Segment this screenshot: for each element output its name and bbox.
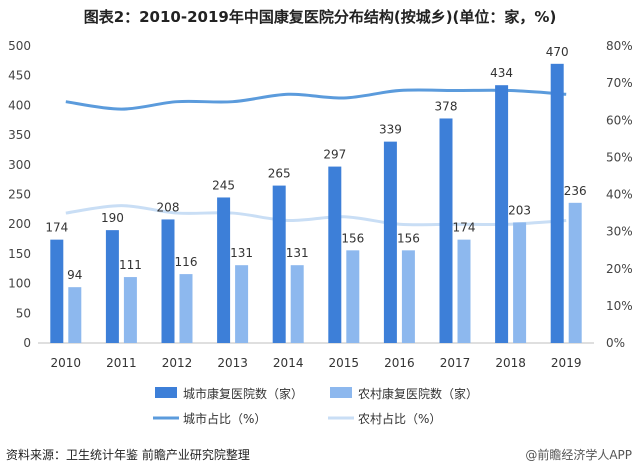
y-right-tick-label: 70%	[606, 76, 633, 90]
rural-value-label: 236	[564, 184, 587, 198]
urban-bar-2010	[50, 239, 64, 343]
rural-bar-2016	[401, 250, 415, 343]
x-tick-label: 2011	[106, 356, 137, 370]
rural-bar-2011	[123, 277, 137, 343]
legend-label: 城市康复医院数（家）	[183, 386, 303, 401]
urban-value-label: 297	[323, 148, 346, 162]
urban-bar-2014	[272, 185, 286, 343]
y-left-tick-label: 300	[8, 158, 31, 172]
urban-bar-2011	[105, 230, 119, 343]
rural-bar-2019	[568, 202, 582, 343]
x-tick-label: 2015	[329, 356, 360, 370]
urban-value-label: 208	[157, 200, 180, 214]
rural-value-label: 116	[175, 255, 198, 269]
rural-value-label: 174	[453, 221, 476, 235]
rural-bar-2010	[68, 287, 82, 343]
urban-value-label: 339	[379, 123, 402, 137]
y-right-tick-label: 80%	[606, 39, 633, 53]
legend-label: 城市占比（%）	[183, 411, 266, 426]
y-left-tick-label: 450	[8, 69, 31, 83]
watermark: @前瞻经济学人APP	[525, 448, 632, 462]
x-tick-label: 2010	[51, 356, 82, 370]
urban-value-label: 265	[268, 167, 291, 181]
urban-bar-2017	[439, 118, 453, 343]
y-right-tick-label: 40%	[606, 188, 633, 202]
urban-value-label: 190	[101, 211, 124, 225]
y-right-tick-label: 30%	[606, 225, 633, 239]
rural-bar-2012	[179, 274, 193, 343]
urban-value-label: 174	[45, 221, 68, 235]
urban-value-label: 470	[546, 45, 569, 59]
x-tick-label: 2017	[440, 356, 471, 370]
rural-bar-2017	[457, 239, 471, 343]
urban-bar-2016	[383, 141, 397, 343]
urban-bar-2018	[495, 85, 509, 343]
y-right-tick-label: 60%	[606, 113, 633, 127]
y-left-tick-label: 500	[8, 39, 31, 53]
urban-bar-2019	[550, 63, 564, 343]
urban-value-label: 434	[490, 66, 513, 80]
rural-value-label: 111	[119, 258, 142, 272]
line-series-2	[65, 204, 567, 227]
x-tick-label: 2013	[217, 356, 248, 370]
rural-value-label: 203	[508, 203, 531, 217]
y-left-tick-label: 50	[16, 306, 31, 320]
y-left-tick-label: 250	[8, 188, 31, 202]
x-tick-label: 2012	[162, 356, 193, 370]
x-tick-label: 2016	[384, 356, 415, 370]
urban-value-label: 245	[212, 178, 235, 192]
rural-bar-2015	[346, 250, 360, 343]
legend-label: 农村占比（%）	[358, 411, 441, 426]
legend-swatch-1	[155, 387, 177, 398]
chart-title: 图表2：2010-2019年中国康复医院分布结构(按城乡)(单位：家，%)	[83, 8, 557, 26]
urban-bar-2013	[217, 197, 231, 343]
y-right-tick-label: 10%	[606, 299, 633, 313]
rural-value-label: 131	[230, 246, 253, 260]
y-left-tick-label: 0	[23, 336, 31, 350]
rural-bar-2014	[290, 265, 304, 343]
y-left-tick-label: 100	[8, 277, 31, 291]
source-note: 资料来源：卫生统计年鉴 前瞻产业研究院整理	[6, 448, 250, 462]
rural-value-label: 131	[286, 246, 309, 260]
y-left-tick-label: 350	[8, 128, 31, 142]
y-right-tick-label: 0%	[606, 336, 625, 350]
legend-swatch-2	[330, 387, 352, 398]
rural-bar-2013	[235, 265, 249, 343]
y-right-tick-label: 20%	[606, 262, 633, 276]
x-tick-label: 2018	[495, 356, 526, 370]
y-left-tick-label: 150	[8, 247, 31, 261]
urban-bar-2012	[161, 219, 175, 343]
y-left-tick-label: 400	[8, 98, 31, 112]
x-tick-label: 2014	[273, 356, 304, 370]
urban-value-label: 378	[435, 99, 458, 113]
rural-value-label: 94	[67, 268, 82, 282]
urban-bar-2015	[328, 166, 342, 343]
legend-label: 农村康复医院数（家）	[358, 386, 478, 401]
rural-value-label: 156	[397, 231, 420, 245]
rural-bar-2018	[513, 222, 527, 343]
y-left-tick-label: 200	[8, 217, 31, 231]
rural-value-label: 156	[341, 231, 364, 245]
y-right-tick-label: 50%	[606, 150, 633, 164]
line-series-1	[65, 88, 567, 111]
x-tick-label: 2019	[551, 356, 582, 370]
